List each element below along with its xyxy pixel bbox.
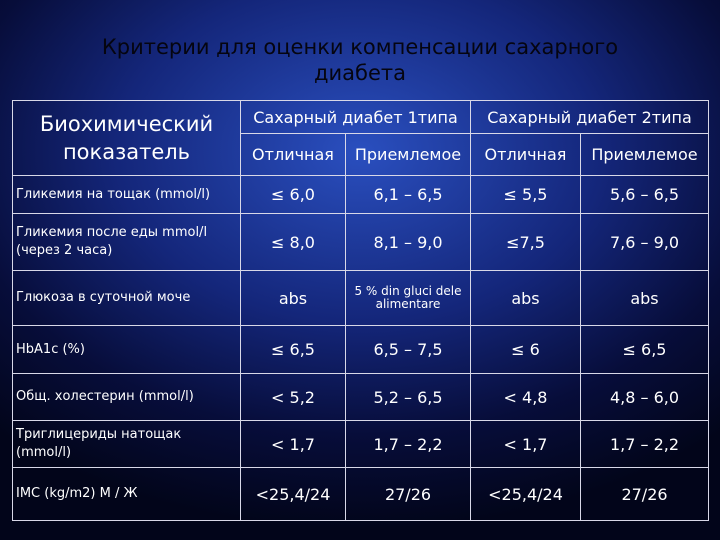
- table-row: Гликемия после еды mmol/l (через 2 часа)…: [12, 213, 709, 271]
- cell-value: 6,5 – 7,5: [345, 325, 471, 374]
- cell-value: ≤ 6,5: [580, 325, 709, 374]
- row-label: HbA1c (%): [12, 325, 241, 374]
- cell-value: ≤ 8,0: [240, 213, 346, 271]
- table-row: HbA1c (%) ≤ 6,5 6,5 – 7,5 ≤ 6 ≤ 6,5: [12, 325, 709, 374]
- indicator-header: Биохимический показатель: [12, 100, 241, 176]
- row-label: Гликемия после еды mmol/l (через 2 часа): [12, 213, 241, 271]
- sub-header: Отличная: [240, 133, 346, 176]
- cell-value: 1,7 – 2,2: [345, 420, 471, 468]
- cell-value: ≤ 5,5: [470, 175, 581, 214]
- table-row: IMC (kg/m2) М / Ж <25,4/24 27/26 <25,4/24 27…: [12, 467, 709, 521]
- cell-value: <25,4/24: [470, 467, 581, 521]
- cell-value: 7,6 – 9,0: [580, 213, 709, 271]
- slide-title: Критерии для оценки компенсации сахарног…: [101, 35, 619, 85]
- cell-value: ≤ 6,5: [240, 325, 346, 374]
- cell-value: 6,1 – 6,5: [345, 175, 471, 214]
- cell-value: ≤ 6: [470, 325, 581, 374]
- row-label: Триглицериды натощак (mmol/l): [12, 420, 241, 468]
- cell-value: < 1,7: [240, 420, 346, 468]
- cell-value: 5 % din gluci dele alimentare: [345, 270, 471, 326]
- table-row: Гликемия на тощак (mmol/l) ≤ 6,0 6,1 – 6,5…: [12, 175, 709, 214]
- row-label: Глюкоза в суточной моче: [12, 270, 241, 326]
- cell-value: ≤7,5: [470, 213, 581, 271]
- cell-value: abs: [240, 270, 346, 326]
- sub-header: Отличная: [470, 133, 581, 176]
- cell-value: < 4,8: [470, 373, 581, 421]
- row-label: IMC (kg/m2) М / Ж: [12, 467, 241, 521]
- cell-value: < 1,7: [470, 420, 581, 468]
- cell-value: 5,6 – 6,5: [580, 175, 709, 214]
- table-row: Триглицериды натощак (mmol/l) < 1,7 1,7 – …: [12, 420, 709, 468]
- group-header: Сахарный диабет 1типа: [240, 100, 471, 134]
- cell-value: abs: [580, 270, 709, 326]
- cell-value: 1,7 – 2,2: [580, 420, 709, 468]
- cell-value: < 5,2: [240, 373, 346, 421]
- cell-value: 8,1 – 9,0: [345, 213, 471, 271]
- row-label: Общ. холестерин (mmol/l): [12, 373, 241, 421]
- cell-value: abs: [470, 270, 581, 326]
- sub-header: Приемлемое: [345, 133, 471, 176]
- cell-value: 4,8 – 6,0: [580, 373, 709, 421]
- cell-value: 27/26: [580, 467, 709, 521]
- cell-value: 5,2 – 6,5: [345, 373, 471, 421]
- table-row: Глюкоза в суточной моче abs 5 % din gluci …: [12, 270, 709, 326]
- cell-value: 27/26: [345, 467, 471, 521]
- cell-value: ≤ 6,0: [240, 175, 346, 214]
- row-label: Гликемия на тощак (mmol/l): [12, 175, 241, 214]
- criteria-table: Биохимический показатель Сахарный диабет…: [12, 100, 709, 521]
- group-header: Сахарный диабет 2типа: [470, 100, 709, 134]
- sub-header: Приемлемое: [580, 133, 709, 176]
- table-row: Общ. холестерин (mmol/l) < 5,2 5,2 – 6,5 < …: [12, 373, 709, 421]
- cell-value: <25,4/24: [240, 467, 346, 521]
